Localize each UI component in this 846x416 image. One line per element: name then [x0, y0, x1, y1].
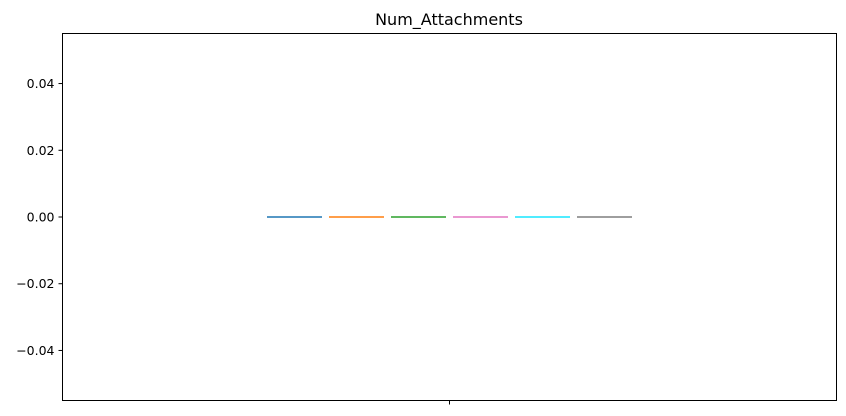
y-tick-label: 0.00 — [27, 210, 55, 225]
chart-title: Num_Attachments — [375, 10, 523, 30]
y-tick-label: 0.02 — [27, 143, 55, 158]
y-tick-label: −0.04 — [16, 343, 54, 358]
y-tick-label: −0.02 — [16, 276, 54, 291]
y-axis: 0.04 0.02 0.00 −0.02 −0.04 — [16, 76, 63, 358]
plot-area — [62, 33, 837, 401]
y-tick-label: 0.04 — [27, 76, 55, 91]
